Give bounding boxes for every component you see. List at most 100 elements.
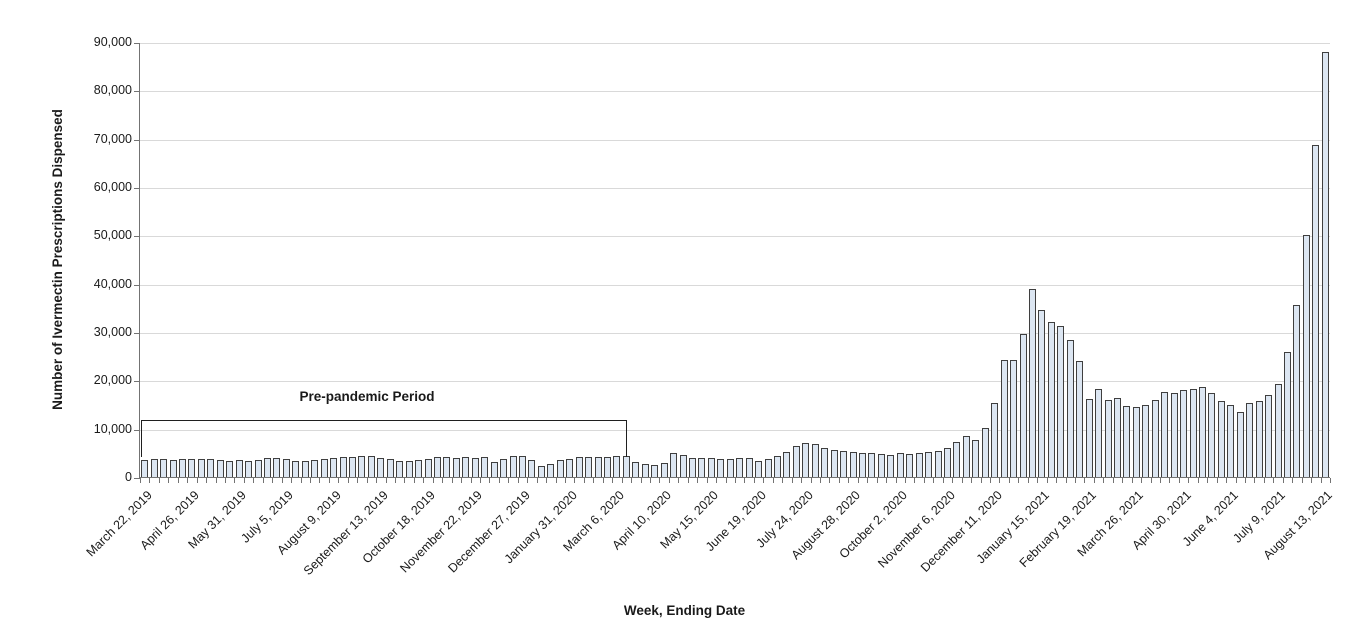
x-tick-mark [905,478,906,483]
y-tick-label: 20,000 [93,373,132,388]
bar [1076,361,1084,477]
x-tick-mark [404,478,406,483]
x-tick-mark [498,478,500,483]
bar [471,458,479,477]
bar [1104,399,1112,477]
x-tick-mark [782,478,784,483]
x-tick-mark [876,478,878,483]
x-tick-mark [961,478,963,483]
x-tick-mark [508,478,510,483]
bar [179,458,186,477]
bar [282,459,290,477]
bar [1227,405,1235,477]
bar [1284,352,1291,477]
bar [1312,144,1320,477]
gridline-90000 [140,43,1330,44]
x-tick-mark [536,478,538,483]
x-tick-mark [385,478,387,483]
x-tick-mark [517,478,519,483]
x-tick-mark [1178,478,1180,483]
bar [849,451,857,477]
bar [405,461,413,477]
x-tick-mark [735,478,736,483]
bar [726,459,734,477]
bar [1010,359,1018,477]
bar [1047,321,1055,477]
bar [1265,394,1273,477]
bar [434,456,441,477]
x-tick-mark [1263,478,1265,483]
x-tick-mark [999,478,1001,483]
gridline-80000 [140,91,1330,93]
bar [1246,403,1254,477]
x-tick-mark [1093,478,1095,483]
bar [386,458,394,477]
x-tick-mark [914,478,916,483]
x-tick-mark [489,478,491,483]
bar [235,460,243,477]
x-tick-mark [1112,478,1114,483]
bar [443,457,451,477]
bar [1274,383,1282,477]
x-tick-mark [1027,478,1029,483]
x-tick-mark [942,478,944,483]
x-tick-mark [225,478,226,483]
bar [896,452,904,477]
y-tick-mark [134,91,140,93]
bar [377,457,385,477]
x-tick-mark [791,478,793,483]
x-tick-mark [1056,478,1058,483]
bar [547,463,555,477]
x-tick-mark [867,478,869,483]
x-tick-mark [206,478,208,483]
bar [1255,400,1263,477]
bar [169,459,177,477]
bar [934,450,942,477]
y-tick-label: 10,000 [93,421,132,436]
x-tick-mark [196,478,198,483]
x-tick-mark [1075,478,1076,483]
bar [1170,392,1178,477]
gridline-40000 [140,284,1330,286]
x-tick-mark [593,478,595,483]
bar [1293,305,1301,477]
bar [821,448,829,477]
y-tick-label: 30,000 [93,325,132,339]
x-tick-mark [1141,478,1143,483]
gridline-60000 [140,188,1330,189]
x-tick-mark [1160,478,1161,483]
x-tick-mark [706,478,708,483]
bar [925,452,933,477]
bar [783,451,791,477]
x-tick-mark [1254,478,1256,483]
y-tick-label: 80,000 [93,83,132,98]
bar [670,452,678,477]
y-tick-mark [134,381,140,383]
x-tick-mark [1311,478,1313,483]
bar [349,457,356,477]
bar [774,456,781,477]
bar [1302,235,1310,477]
x-tick-mark [716,478,718,483]
bar [273,457,281,477]
x-tick-mark [744,478,746,483]
bar [830,450,838,477]
bar [698,458,706,477]
x-tick-mark [281,478,283,483]
x-tick-mark [829,478,831,483]
x-tick-mark [555,478,557,483]
x-tick-mark [1301,478,1303,483]
bar [330,458,338,477]
x-tick-mark [1320,478,1322,483]
x-tick-mark [1292,478,1294,483]
bar [981,428,989,477]
x-tick-mark [1065,478,1067,483]
bar [802,443,810,477]
bar [877,454,885,477]
y-tick-mark [134,333,140,334]
x-tick-mark [1131,478,1133,483]
gridline-20000 [140,381,1330,383]
x-tick-mark [1084,478,1086,483]
bar [367,456,375,477]
bar [604,456,611,477]
